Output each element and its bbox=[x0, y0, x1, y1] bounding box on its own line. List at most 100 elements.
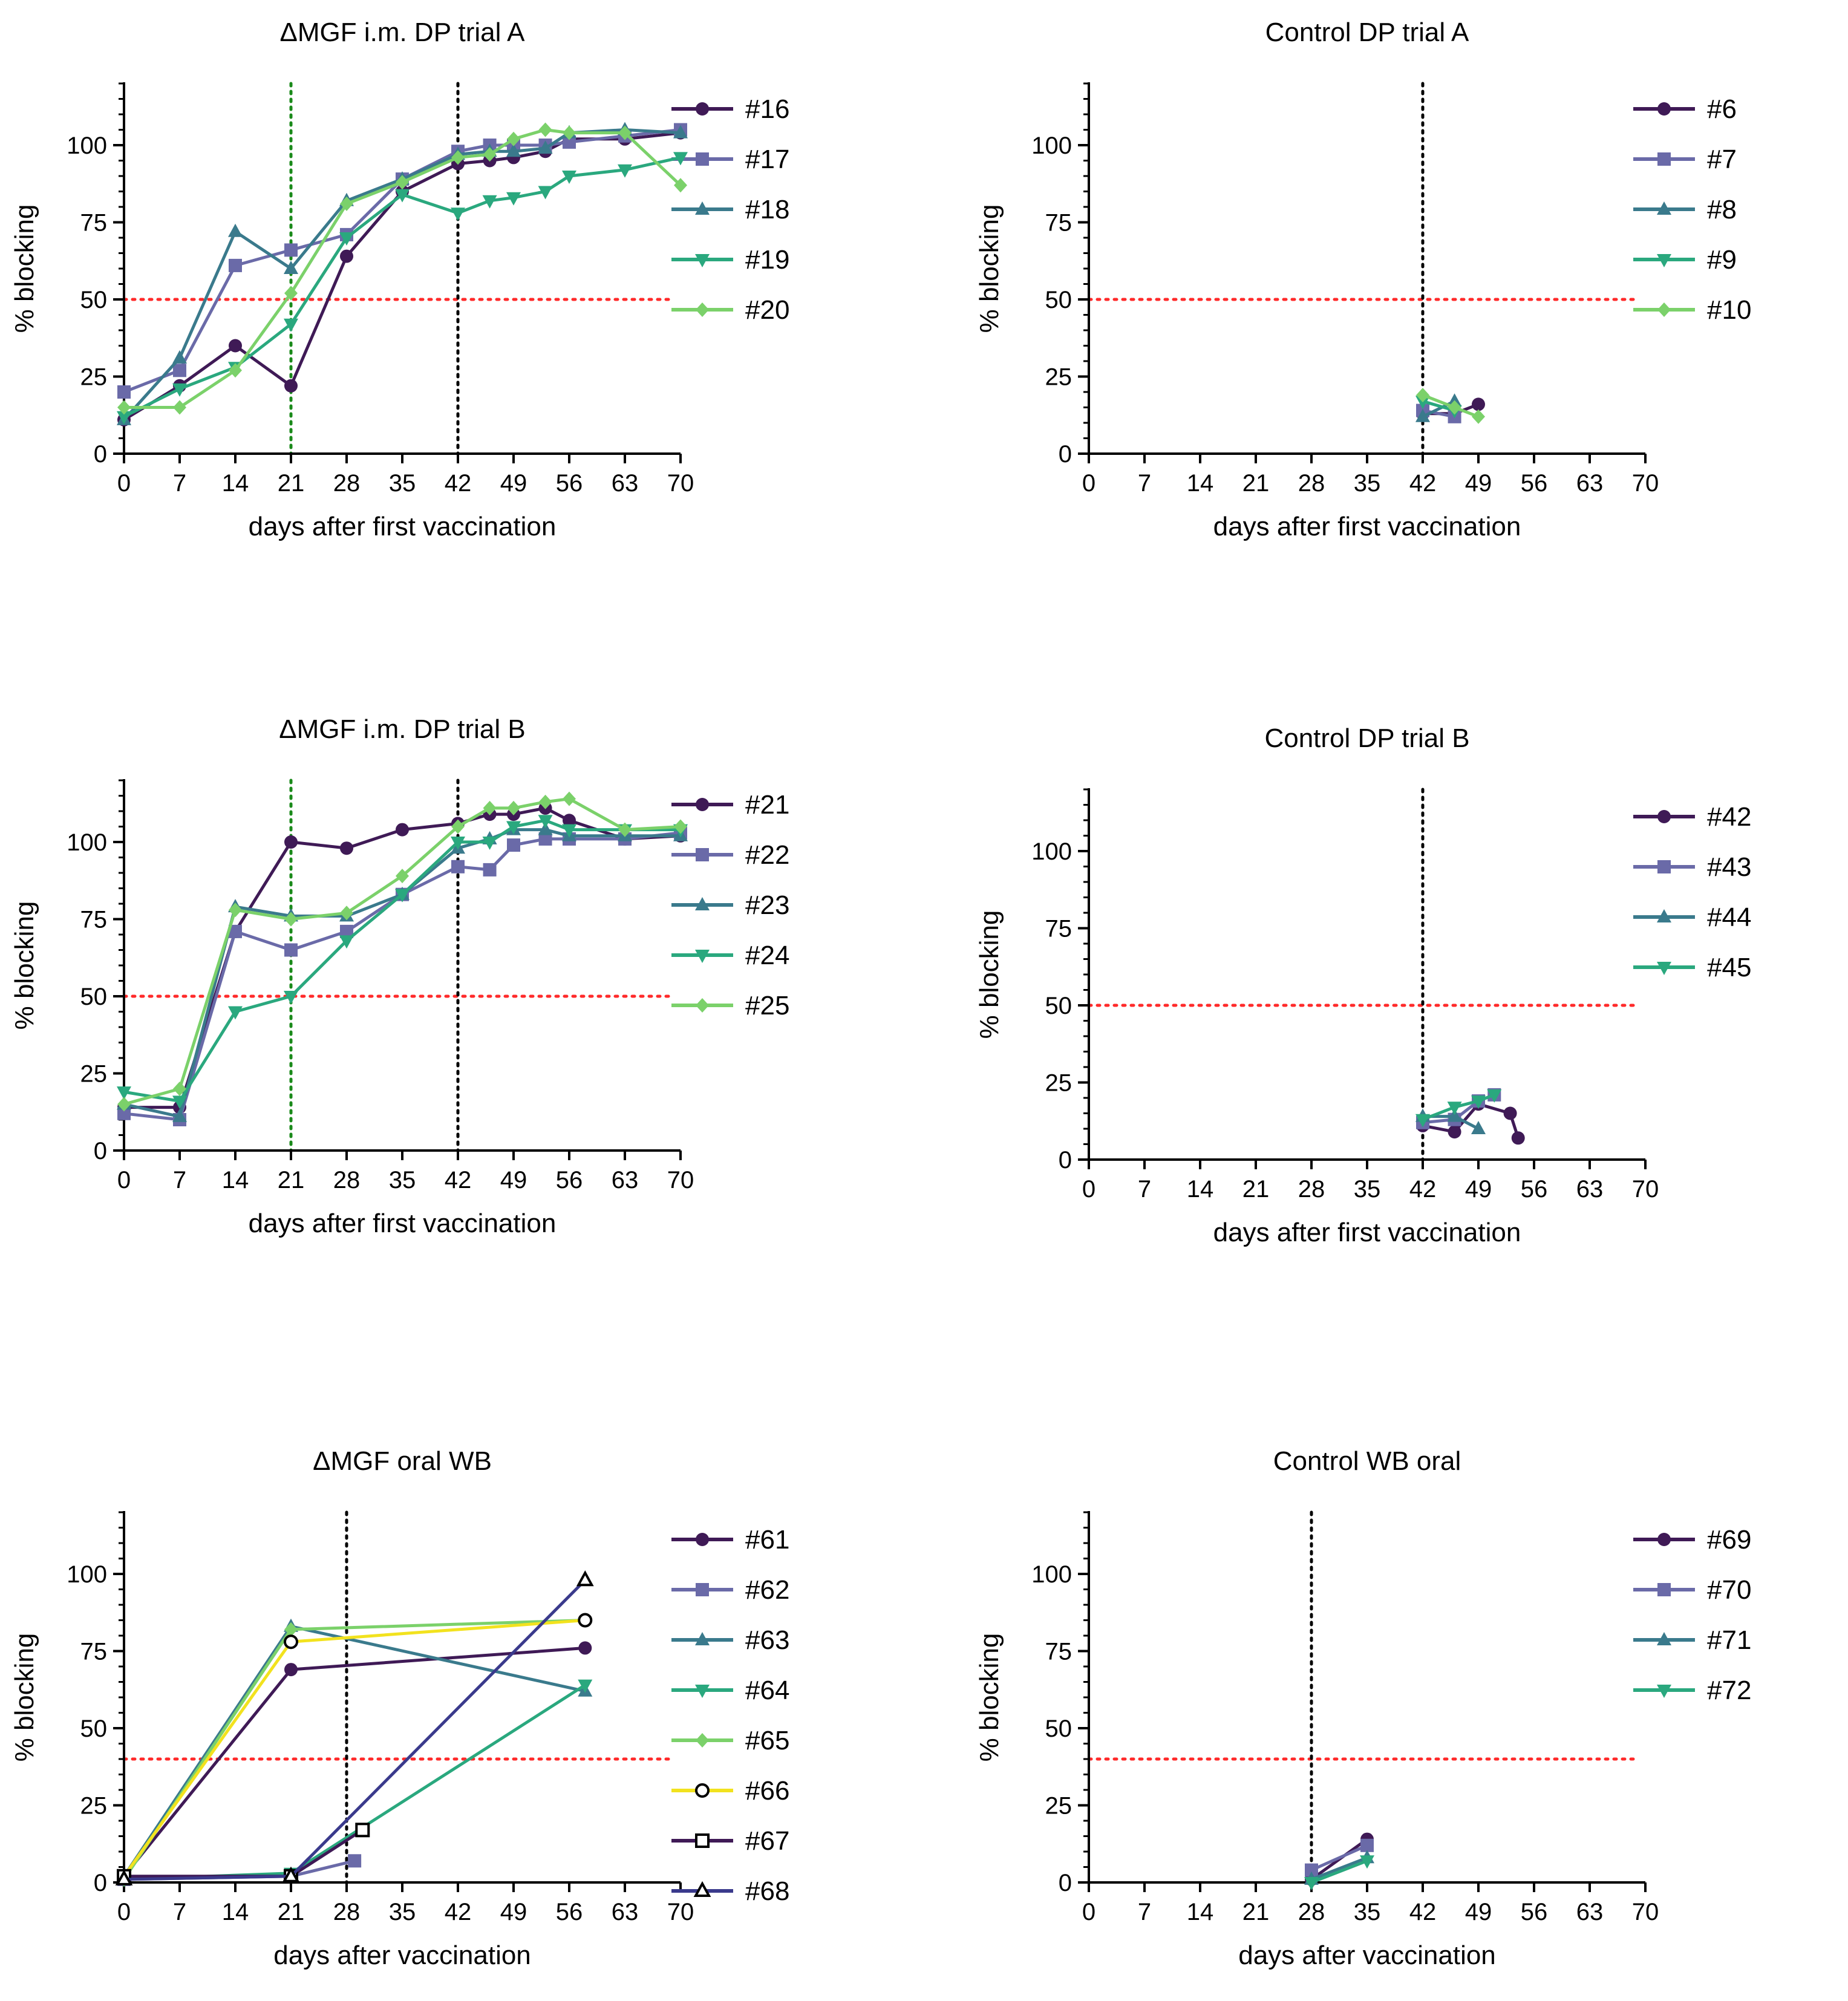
legend-marker bbox=[696, 848, 709, 861]
y-axis-label: % blocking bbox=[10, 1633, 39, 1762]
series-line bbox=[123, 1683, 586, 1881]
x-tick-label: 42 bbox=[445, 1899, 472, 1925]
data-point bbox=[229, 258, 242, 272]
data-point bbox=[1447, 1108, 1462, 1122]
data-point bbox=[1360, 1838, 1374, 1852]
data-point bbox=[483, 800, 497, 815]
x-tick-label: 56 bbox=[1521, 1899, 1548, 1925]
chart-panel-5: ΔMGF oral WB 0 25 50 75 100 0 7 14 21 28 35 42 49 56 63… bbox=[10, 1446, 789, 1970]
x-tick-label: 49 bbox=[500, 470, 527, 497]
x-tick-label: 49 bbox=[1465, 1176, 1492, 1203]
legend-label: #24 bbox=[745, 941, 789, 970]
x-tick-label: 14 bbox=[222, 1167, 249, 1193]
legend-item: #70 bbox=[1633, 1575, 1751, 1605]
legend-label: #64 bbox=[745, 1676, 789, 1705]
x-tick-label: 0 bbox=[1082, 1176, 1095, 1203]
data-point bbox=[1471, 1121, 1486, 1134]
data-point bbox=[506, 143, 521, 157]
x-tick-label: 63 bbox=[1576, 1176, 1604, 1203]
data-point bbox=[562, 824, 576, 838]
x-tick-label: 49 bbox=[500, 1899, 527, 1925]
data-point bbox=[115, 1869, 133, 1885]
series-68 bbox=[115, 1570, 594, 1885]
data-point bbox=[229, 924, 242, 938]
x-tick-label: 63 bbox=[612, 470, 639, 497]
legend-label: #66 bbox=[745, 1776, 789, 1806]
x-tick-label: 28 bbox=[1298, 1176, 1325, 1203]
legend-item: #69 bbox=[1633, 1525, 1751, 1555]
x-tick-label: 56 bbox=[556, 1899, 583, 1925]
legend-label: #70 bbox=[1707, 1575, 1751, 1605]
legend-marker bbox=[696, 102, 709, 116]
x-axis-label: days after vaccination bbox=[1238, 1941, 1496, 1970]
series-21 bbox=[117, 801, 687, 1114]
x-tick-label: 35 bbox=[1354, 470, 1381, 497]
data-point bbox=[117, 1106, 131, 1120]
y-tick-label: 0 bbox=[1059, 1147, 1072, 1174]
x-tick-label: 70 bbox=[667, 1167, 694, 1193]
legend-marker bbox=[1657, 1583, 1671, 1596]
y-tick-label: 100 bbox=[1031, 132, 1072, 159]
x-tick-label: 21 bbox=[1242, 470, 1270, 497]
data-point bbox=[482, 195, 497, 209]
chart-title: Control DP trial A bbox=[1265, 18, 1469, 47]
data-point bbox=[284, 243, 298, 257]
data-point bbox=[451, 837, 465, 850]
data-point bbox=[506, 192, 521, 206]
legend-item: #72 bbox=[1633, 1676, 1751, 1705]
series-line bbox=[122, 1619, 586, 1878]
data-point bbox=[284, 991, 298, 1004]
legend-item: #25 bbox=[671, 991, 789, 1020]
data-point bbox=[284, 943, 298, 957]
legend-marker bbox=[1657, 254, 1671, 267]
data-point bbox=[355, 1823, 370, 1838]
data-point bbox=[284, 835, 298, 849]
data-point bbox=[173, 364, 186, 377]
x-tick-label: 0 bbox=[117, 1899, 131, 1925]
legend-marker bbox=[1657, 152, 1671, 166]
data-point bbox=[339, 232, 354, 246]
x-tick-label: 42 bbox=[1409, 1899, 1437, 1925]
data-point bbox=[173, 400, 186, 415]
y-tick-label: 50 bbox=[1045, 287, 1073, 313]
legend-label: #9 bbox=[1707, 245, 1737, 275]
x-tick-label: 70 bbox=[1632, 1899, 1659, 1925]
data-point bbox=[1448, 1125, 1461, 1139]
chart-panel-2: Control DP trial A 0 25 50 75 100 0 7 14 21 28 35 42… bbox=[975, 18, 1751, 541]
legend-marker bbox=[695, 254, 710, 267]
x-tick-label: 42 bbox=[1409, 1176, 1437, 1203]
legend-marker bbox=[695, 1833, 710, 1848]
data-point bbox=[451, 860, 465, 873]
legend-marker bbox=[1657, 102, 1671, 116]
data-point bbox=[507, 838, 520, 852]
data-point bbox=[563, 125, 576, 140]
legend-marker bbox=[1657, 909, 1671, 922]
data-point bbox=[1471, 1095, 1486, 1109]
chart-panel-4: Control DP trial B 0 25 50 75 100 0 7 14 21 28 35 42… bbox=[975, 723, 1751, 1247]
legend-label: #22 bbox=[745, 840, 789, 870]
x-tick-label: 7 bbox=[173, 1167, 186, 1193]
x-tick-label: 7 bbox=[1138, 1176, 1151, 1203]
chart-title: ΔMGF oral WB bbox=[313, 1446, 492, 1476]
x-tick-label: 63 bbox=[1576, 470, 1604, 497]
y-axis-label: % blocking bbox=[975, 910, 1004, 1039]
legend-item: #23 bbox=[671, 890, 789, 920]
series-line bbox=[124, 806, 681, 1109]
data-point bbox=[117, 1097, 131, 1112]
series-17 bbox=[117, 123, 687, 399]
data-point bbox=[172, 1108, 187, 1122]
legend-item: #6 bbox=[1633, 94, 1737, 124]
legend-marker bbox=[1657, 1632, 1671, 1645]
legend-item: #24 bbox=[671, 941, 789, 970]
x-axis-label: days after vaccination bbox=[273, 1941, 531, 1970]
x-tick-label: 14 bbox=[222, 470, 249, 497]
legend-label: #19 bbox=[745, 245, 789, 275]
legend-label: #67 bbox=[745, 1826, 789, 1856]
data-point bbox=[538, 186, 553, 200]
legend-marker bbox=[696, 798, 709, 811]
data-point bbox=[229, 903, 242, 918]
legend-marker bbox=[696, 1733, 709, 1748]
y-tick-label: 75 bbox=[80, 1639, 108, 1665]
x-tick-label: 56 bbox=[1521, 470, 1548, 497]
data-point bbox=[673, 152, 688, 166]
